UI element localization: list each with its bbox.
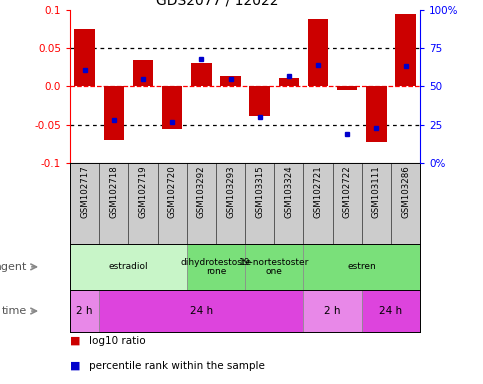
Text: log10 ratio: log10 ratio [89, 336, 146, 346]
Bar [337, 86, 357, 90]
Bar [133, 60, 153, 86]
Text: GSM103315: GSM103315 [255, 166, 264, 218]
Bar [220, 76, 241, 86]
Text: 24 h: 24 h [380, 306, 403, 316]
Text: GSM103292: GSM103292 [197, 166, 206, 218]
Text: GSM102722: GSM102722 [343, 166, 352, 218]
Bar [362, 290, 420, 332]
Bar [74, 29, 95, 86]
Text: GSM102720: GSM102720 [168, 166, 177, 218]
Text: estradiol: estradiol [109, 262, 148, 271]
Text: ■: ■ [70, 336, 81, 346]
Text: 2 h: 2 h [325, 306, 341, 316]
Bar [191, 63, 212, 86]
Bar [99, 290, 303, 332]
Text: GSM103111: GSM103111 [372, 166, 381, 218]
Text: GSM102717: GSM102717 [80, 166, 89, 218]
Bar [103, 86, 124, 140]
Text: 19-nortestoster
one: 19-nortestoster one [239, 258, 310, 276]
Text: agent: agent [0, 262, 27, 272]
Bar [303, 290, 362, 332]
Bar [162, 86, 183, 129]
Bar [70, 244, 187, 290]
Bar [250, 86, 270, 116]
Text: dihydrotestoste
rone: dihydrotestoste rone [180, 258, 252, 276]
Bar [396, 14, 416, 86]
Bar [279, 78, 299, 86]
Bar [308, 19, 328, 86]
Bar [245, 244, 303, 290]
Text: time: time [1, 306, 27, 316]
Bar [187, 244, 245, 290]
Text: GSM102721: GSM102721 [313, 166, 323, 218]
Bar [366, 86, 387, 142]
Text: estren: estren [347, 262, 376, 271]
Text: GSM103324: GSM103324 [284, 166, 293, 218]
Text: GSM103293: GSM103293 [226, 166, 235, 218]
Bar [303, 244, 420, 290]
Bar [70, 290, 99, 332]
Title: GDS2077 / 12022: GDS2077 / 12022 [156, 0, 278, 7]
Text: GSM102719: GSM102719 [139, 166, 147, 218]
Text: 24 h: 24 h [190, 306, 213, 316]
Text: GSM102718: GSM102718 [109, 166, 118, 218]
Text: GSM103286: GSM103286 [401, 166, 410, 218]
Text: percentile rank within the sample: percentile rank within the sample [89, 361, 265, 371]
Text: ■: ■ [70, 361, 81, 371]
Text: 2 h: 2 h [76, 306, 93, 316]
